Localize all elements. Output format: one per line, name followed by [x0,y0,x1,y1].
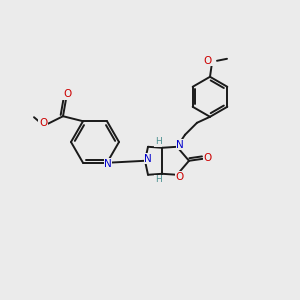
Text: O: O [63,89,71,99]
Text: N: N [144,154,152,164]
Text: N: N [176,140,184,150]
Text: N: N [104,159,112,169]
Text: O: O [204,153,212,163]
Text: H: H [154,137,161,146]
Text: O: O [39,118,47,128]
Text: O: O [176,172,184,182]
Text: H: H [154,175,161,184]
Text: O: O [204,56,212,66]
